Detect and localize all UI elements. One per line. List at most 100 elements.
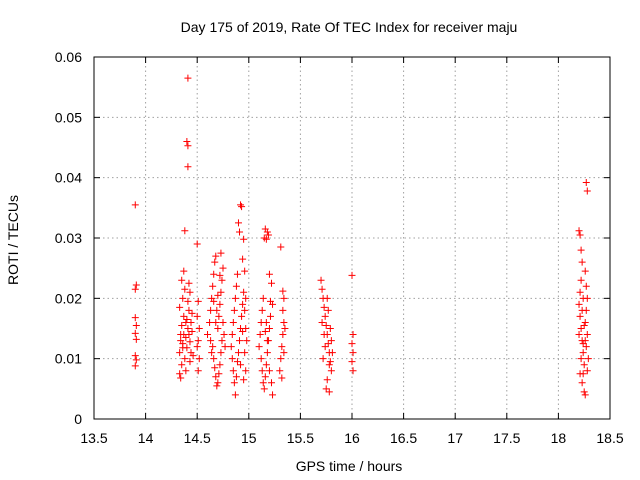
y-tick-label: 0 [74, 411, 82, 427]
data-point [229, 318, 237, 326]
data-point [259, 294, 267, 302]
data-point [265, 367, 273, 375]
data-point [233, 270, 241, 278]
data-point [195, 355, 203, 363]
data-point [260, 385, 268, 393]
data-point [212, 318, 220, 326]
data-point [236, 228, 244, 236]
data-point [242, 294, 250, 302]
data-point [219, 318, 227, 326]
data-point [277, 243, 285, 251]
data-point [238, 203, 246, 211]
data-point [182, 318, 190, 326]
data-point [228, 355, 236, 363]
data-point [576, 231, 584, 239]
data-point [323, 376, 331, 384]
data-point [576, 370, 584, 378]
data-point [577, 246, 585, 254]
data-point [206, 318, 214, 326]
data-point [230, 306, 238, 314]
data-point [176, 303, 184, 311]
data-point [279, 287, 287, 295]
data-point [321, 343, 329, 351]
data-point [243, 337, 251, 345]
data-point [277, 355, 285, 363]
data-point [131, 285, 139, 293]
data-point [214, 325, 222, 332]
x-tick-label: 15 [241, 430, 257, 446]
data-points [131, 74, 592, 399]
data-point [193, 312, 201, 320]
data-point [185, 306, 193, 314]
data-point [177, 337, 185, 345]
data-point [318, 318, 326, 326]
data-point [210, 355, 218, 363]
data-point [180, 312, 188, 320]
data-point [328, 349, 336, 357]
data-point [326, 325, 334, 332]
data-point [323, 294, 331, 302]
data-point [181, 355, 189, 363]
data-point [236, 337, 244, 345]
data-point [581, 337, 589, 345]
data-point [178, 321, 186, 329]
data-point [208, 349, 216, 357]
data-point [238, 312, 246, 320]
data-point [322, 321, 330, 329]
y-tick-label: 0.01 [55, 351, 82, 367]
data-point [266, 312, 274, 320]
data-point [348, 271, 356, 279]
axes: 13.5 14 14.5 15 15.5 16 16.5 17 17.5 18 18.5 0 0.01 0… [55, 49, 624, 446]
data-point [212, 252, 220, 260]
x-tick-label: 14.5 [184, 430, 211, 446]
data-point [216, 300, 224, 308]
data-point [280, 294, 288, 302]
data-point [580, 388, 588, 396]
data-point [242, 367, 250, 375]
data-point [179, 344, 187, 352]
data-point [184, 297, 192, 305]
data-point [278, 343, 286, 351]
data-point [580, 321, 588, 329]
data-point [575, 300, 583, 308]
data-point [577, 325, 585, 332]
data-point [279, 306, 287, 314]
data-point [327, 337, 335, 345]
data-point [321, 312, 329, 320]
data-point [262, 361, 270, 369]
data-point [219, 264, 227, 272]
data-point [576, 288, 584, 296]
data-point [240, 235, 248, 243]
data-point [132, 321, 140, 329]
data-point [131, 314, 139, 322]
data-point [218, 276, 226, 284]
data-point [349, 367, 357, 375]
data-point [132, 281, 140, 289]
data-point [194, 297, 202, 305]
data-point [318, 285, 326, 293]
data-point [188, 328, 196, 336]
data-point [320, 331, 328, 339]
data-point [258, 306, 266, 314]
data-point [266, 297, 274, 305]
data-point [186, 338, 194, 346]
data-point [211, 258, 219, 266]
data-point [212, 373, 220, 381]
y-tick-label: 0.03 [55, 230, 82, 246]
data-point [183, 315, 191, 323]
data-point [193, 343, 201, 351]
data-point [221, 343, 229, 351]
data-point [216, 361, 224, 369]
data-point [263, 349, 271, 357]
data-point [211, 364, 219, 372]
data-point [184, 325, 192, 332]
data-point [185, 331, 193, 339]
data-point [131, 329, 139, 337]
data-point [217, 249, 225, 257]
data-point [265, 270, 273, 278]
x-tick-label: 17.5 [493, 430, 520, 446]
data-point [581, 391, 589, 399]
y-tick-label: 0.06 [55, 49, 82, 65]
data-point [132, 335, 140, 343]
